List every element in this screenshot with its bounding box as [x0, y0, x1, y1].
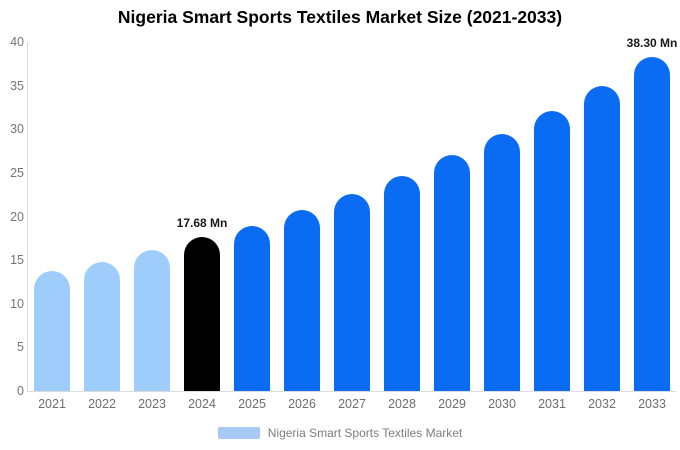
- x-tick-label-2023: 2023: [138, 397, 166, 411]
- x-tick-label-2028: 2028: [388, 397, 416, 411]
- bar-2029[interactable]: [434, 155, 470, 391]
- x-axis-line: [27, 391, 676, 392]
- y-tick-label-0: 0: [17, 384, 24, 398]
- bar-2032[interactable]: [584, 86, 620, 391]
- value-label-2024: 17.68 Mn: [176, 215, 228, 230]
- y-tick-label-20: 20: [10, 209, 24, 224]
- x-tick-label-2027: 2027: [338, 397, 366, 411]
- x-tick-label-2024: 2024: [188, 397, 216, 411]
- bar-2026[interactable]: [284, 209, 320, 391]
- x-tick-label-2029: 2029: [438, 397, 466, 411]
- y-tick-label-5: 5: [17, 340, 24, 355]
- x-tick-label-2031: 2031: [538, 397, 566, 411]
- chart-title: Nigeria Smart Sports Textiles Market Siz…: [117, 7, 563, 27]
- bar-2024[interactable]: [184, 236, 220, 391]
- bar-2028[interactable]: [384, 176, 420, 391]
- legend-label: Nigeria Smart Sports Textiles Market: [267, 426, 463, 440]
- x-tick-label-2022: 2022: [88, 397, 116, 411]
- y-tick-label-35: 35: [10, 78, 24, 93]
- x-tick-label-2032: 2032: [588, 397, 616, 411]
- bar-2030[interactable]: [484, 134, 520, 391]
- legend[interactable]: Nigeria Smart Sports Textiles Market: [0, 426, 680, 440]
- bar-2023[interactable]: [134, 249, 170, 391]
- x-tick-label-2025: 2025: [238, 397, 266, 411]
- y-tick-label-10: 10: [10, 296, 24, 311]
- legend-swatch: [217, 427, 260, 439]
- bar-2031[interactable]: [534, 110, 570, 391]
- x-tick-label-2030: 2030: [488, 397, 516, 411]
- x-tick-label-2021: 2021: [38, 397, 66, 411]
- bar-2025[interactable]: [234, 226, 270, 391]
- bar-2022[interactable]: [84, 261, 120, 391]
- y-tick-label-15: 15: [10, 253, 24, 268]
- y-axis-line: [27, 42, 28, 392]
- x-tick-label-2033: 2033: [638, 397, 666, 411]
- y-tick-label-25: 25: [10, 165, 24, 180]
- value-label-2033: 38.30 Mn: [626, 35, 678, 50]
- bar-2033[interactable]: [634, 56, 670, 391]
- y-tick-label-40: 40: [10, 35, 24, 49]
- x-tick-label-2026: 2026: [288, 397, 316, 411]
- bar-2027[interactable]: [334, 193, 370, 391]
- bar-2021[interactable]: [34, 270, 70, 391]
- y-tick-label-30: 30: [10, 122, 24, 137]
